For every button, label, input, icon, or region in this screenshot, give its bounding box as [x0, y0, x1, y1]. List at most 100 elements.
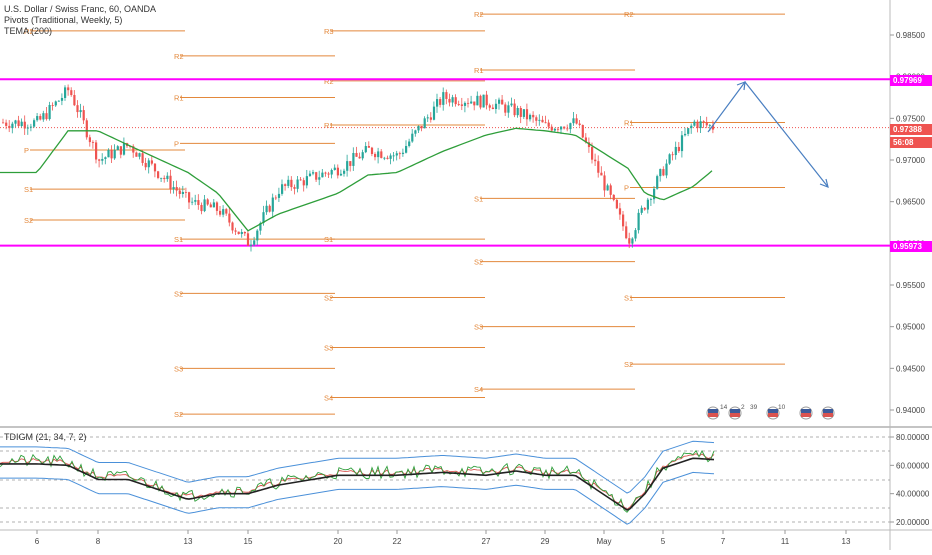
- candle-body: [138, 153, 141, 157]
- candle: [150, 156, 153, 166]
- candle: [507, 101, 510, 118]
- candle-body: [2, 122, 5, 124]
- candle-body: [287, 179, 290, 186]
- tdi-tick-label: 20.00000: [896, 518, 930, 527]
- candle: [169, 169, 172, 194]
- candle: [277, 187, 281, 203]
- candle: [157, 170, 160, 180]
- candle-body: [122, 143, 126, 155]
- price-tick-label: 0.97000: [896, 156, 925, 165]
- pivot-label: S1: [24, 185, 33, 194]
- candlestick-series: [2, 84, 715, 252]
- candle-body: [395, 153, 398, 156]
- time-tick-label: May: [596, 537, 611, 546]
- candle: [14, 119, 17, 128]
- candle: [76, 100, 79, 118]
- candle: [383, 156, 386, 161]
- pivot-label: P: [624, 184, 629, 193]
- candle: [209, 202, 212, 208]
- time-tick-label: 11: [781, 537, 790, 546]
- candle-body: [454, 97, 457, 105]
- candle: [374, 152, 377, 161]
- candle-body: [327, 173, 330, 175]
- countdown-label: 56:08: [890, 137, 932, 148]
- pivot-label: S3: [174, 364, 183, 373]
- candle-body: [234, 230, 237, 232]
- candle-body: [271, 197, 274, 212]
- candle-body: [380, 151, 383, 158]
- candle-body: [594, 159, 597, 162]
- candle: [445, 89, 448, 105]
- candle-body: [501, 99, 504, 105]
- candle-body: [277, 193, 281, 198]
- candle: [538, 114, 541, 126]
- candle-body: [79, 110, 82, 113]
- pivot-label: S1: [174, 235, 183, 244]
- candle: [687, 127, 690, 137]
- candle: [711, 120, 715, 134]
- candle-body: [587, 142, 591, 148]
- candle: [563, 126, 566, 130]
- symbol-title[interactable]: U.S. Dollar / Swiss Franc, 60, OANDA: [4, 4, 157, 14]
- candle-body: [408, 141, 411, 146]
- candle: [333, 164, 336, 171]
- candle: [8, 120, 11, 133]
- candle-body: [420, 125, 423, 129]
- pivots-legend[interactable]: Pivots (Traditional, Weekly, 5): [4, 15, 123, 25]
- candle-body: [290, 179, 293, 188]
- tema-legend[interactable]: TEMA (200): [4, 26, 53, 36]
- candle-body: [606, 185, 609, 191]
- event-flag-stripe: [708, 413, 718, 417]
- candle: [699, 116, 702, 133]
- candle-body: [169, 175, 172, 190]
- candle: [225, 207, 228, 216]
- candle: [674, 141, 677, 160]
- candle-body: [563, 126, 566, 129]
- candle-body: [649, 199, 653, 201]
- candle: [553, 127, 556, 132]
- candle-body: [42, 113, 45, 120]
- candle: [33, 118, 36, 128]
- candle-body: [57, 100, 60, 102]
- pivot-label: R2: [174, 52, 184, 61]
- candle-body: [618, 208, 622, 215]
- event-count: 39: [750, 404, 758, 411]
- candle-body: [336, 167, 339, 176]
- candle: [504, 102, 507, 117]
- candle-body: [550, 126, 553, 131]
- candle: [321, 169, 324, 178]
- candle: [653, 186, 656, 204]
- candle-body: [662, 169, 665, 176]
- candle: [581, 124, 584, 139]
- candle: [656, 174, 659, 190]
- event-flag-stripe: [730, 409, 740, 413]
- candle: [525, 103, 529, 126]
- candle: [423, 116, 426, 129]
- candle-body: [628, 238, 631, 244]
- candle: [485, 90, 488, 110]
- candle-body: [569, 123, 572, 130]
- candle: [203, 195, 206, 213]
- candle-body: [405, 145, 408, 153]
- event-count: 10: [778, 404, 786, 411]
- candle: [628, 232, 631, 249]
- tdi-legend[interactable]: TDIGM (21, 34, 7, 2): [4, 432, 87, 442]
- candle-body: [612, 194, 615, 200]
- candle: [200, 202, 203, 215]
- candle: [153, 163, 157, 178]
- candle: [696, 119, 699, 133]
- candle: [501, 94, 504, 105]
- candle-body: [634, 230, 637, 239]
- candle: [690, 123, 693, 134]
- candle: [460, 97, 463, 111]
- candle-body: [711, 125, 715, 130]
- candle: [355, 146, 358, 157]
- candle: [231, 221, 234, 234]
- candle: [569, 122, 572, 134]
- candle: [395, 150, 398, 161]
- candle-body: [60, 97, 64, 101]
- price-tick-label: 0.94000: [896, 406, 925, 415]
- candle: [649, 197, 653, 206]
